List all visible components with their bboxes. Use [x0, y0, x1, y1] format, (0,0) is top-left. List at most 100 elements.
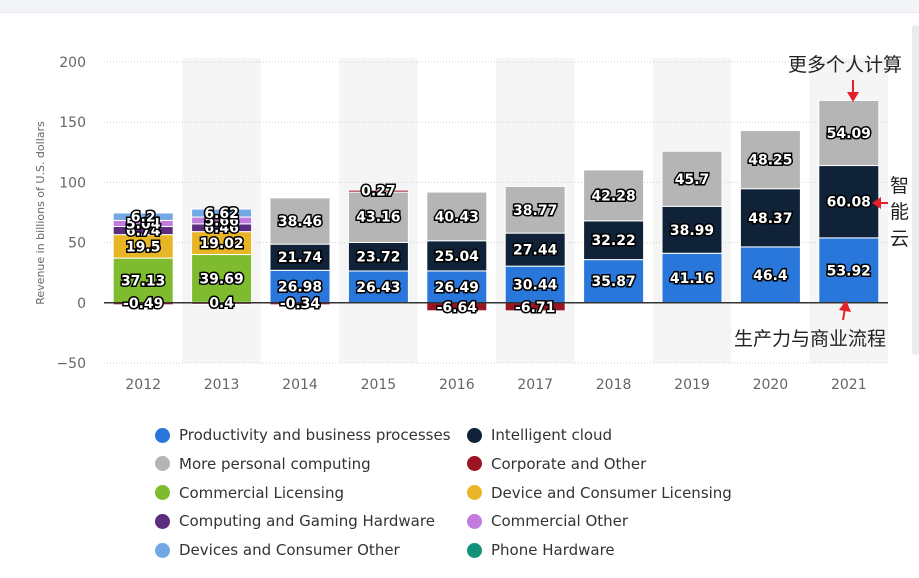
y-tick-label: −50: [56, 356, 86, 372]
data-label: 19.02: [199, 236, 243, 252]
data-label: 60.08: [827, 195, 871, 211]
legend-label: Intelligent cloud: [491, 426, 613, 444]
data-label: 46.4: [753, 268, 788, 284]
legend-label: More personal computing: [179, 454, 371, 473]
legend-label: Commercial Licensing: [179, 483, 344, 502]
x-tick-label: 2012: [125, 377, 161, 393]
bar-segment[interactable]: [504, 185, 566, 234]
legend-label: Devices and Consumer Other: [179, 541, 400, 560]
y-tick-label: 50: [68, 236, 86, 252]
legend-item[interactable]: Phone Hardware: [467, 539, 615, 561]
data-label: 43.16: [356, 209, 400, 225]
data-label: 40.43: [435, 209, 479, 225]
data-label: 0.4: [209, 296, 234, 312]
legend-label: Commercial Other: [491, 512, 629, 531]
x-tick-label: 2021: [831, 377, 867, 393]
legend-item[interactable]: Commercial Other: [467, 510, 628, 532]
annotation-intelligent-cloud-2: 能: [890, 201, 909, 223]
x-tick-label: 2016: [439, 377, 475, 393]
legend-label: Computing and Gaming Hardware: [179, 512, 435, 531]
data-label: 37.13: [121, 273, 165, 289]
data-label: 41.16: [670, 271, 714, 287]
data-label: 45.7: [675, 172, 710, 188]
data-label: 38.99: [670, 223, 714, 239]
axis-ticks: 200 150 100 50 0 −50 2012 2013 2014 2015 2016 2017 2…: [56, 55, 866, 393]
bar-segment[interactable]: [347, 189, 409, 193]
data-label: -0.49: [123, 296, 163, 312]
bar-segment[interactable]: [269, 269, 331, 304]
legend-marker: [155, 513, 170, 529]
data-label: 6.62: [204, 206, 239, 222]
bar-segment[interactable]: [661, 252, 723, 304]
legend-item[interactable]: Devices and Consumer Other: [155, 539, 400, 561]
legend-marker: [155, 456, 170, 472]
data-label: 53.92: [827, 263, 871, 279]
legend-marker: [155, 427, 170, 443]
legend-label: Productivity and business processes: [179, 426, 451, 444]
legend-item[interactable]: Commercial Licensing: [155, 482, 344, 504]
bar-segment[interactable]: [661, 150, 723, 207]
data-label: 23.72: [356, 250, 400, 266]
y-tick-label: 100: [59, 175, 86, 191]
legend-marker: [155, 542, 170, 558]
data-label: 48.25: [748, 153, 792, 169]
data-label: 48.37: [748, 211, 792, 227]
legend-marker: [467, 513, 482, 529]
top-bar: [0, 0, 919, 13]
data-label: 38.46: [278, 214, 322, 230]
x-tick-label: 2013: [204, 377, 240, 393]
legend-marker: [155, 485, 170, 501]
legend-item[interactable]: Corporate and Other: [467, 453, 646, 475]
legend-label: Device and Consumer Licensing: [491, 483, 732, 502]
data-label: 27.44: [513, 243, 558, 259]
legend-item[interactable]: Productivity and business processes: [155, 424, 451, 446]
annotation-productivity: 生产力与商业流程: [734, 328, 886, 350]
legend-marker: [467, 485, 482, 501]
x-tick-label: 2020: [753, 377, 789, 393]
data-label: -6.71: [515, 300, 555, 316]
bar-segment[interactable]: [583, 169, 645, 222]
x-tick-label: 2017: [517, 377, 553, 393]
data-label: 5.66: [204, 213, 239, 229]
bar-segment[interactable]: [112, 212, 174, 221]
x-tick-label: 2014: [282, 377, 318, 393]
data-label: 26.49: [435, 280, 479, 296]
arrow-icon: [839, 300, 851, 321]
data-label: 5.04: [126, 216, 161, 232]
data-label: 30.44: [513, 277, 558, 293]
y-tick-label: 150: [59, 115, 86, 131]
bar-segment[interactable]: [504, 232, 566, 267]
annotations: 更多个人计算 智 能 云 生产力与商业流程: [734, 54, 909, 350]
scrollbar[interactable]: [912, 25, 919, 355]
annotation-more-personal-computing: 更多个人计算: [788, 54, 902, 76]
data-label: 42.28: [591, 188, 635, 204]
bar-segment[interactable]: [739, 130, 801, 190]
bar-segment[interactable]: [269, 197, 331, 245]
bars: [112, 99, 880, 312]
legend-item[interactable]: Intelligent cloud: [467, 424, 612, 446]
bar-segment[interactable]: [661, 205, 723, 254]
annotation-intelligent-cloud-3: 云: [890, 228, 909, 250]
legend-marker: [467, 427, 482, 443]
bar-segment[interactable]: [818, 99, 880, 167]
data-label: 35.87: [591, 274, 635, 290]
legend-item[interactable]: More personal computing: [155, 453, 371, 475]
arrow-icon: [872, 197, 888, 209]
data-label: 6.2: [131, 210, 156, 226]
data-label: 39.69: [199, 271, 243, 287]
bar-segment[interactable]: [426, 270, 488, 304]
legend-item[interactable]: Device and Consumer Licensing: [467, 482, 732, 504]
data-label: 0.27: [361, 183, 396, 199]
bar-segment[interactable]: [583, 220, 645, 261]
bar-segment[interactable]: [191, 254, 253, 303]
x-tick-label: 2015: [361, 377, 397, 393]
bar-segment[interactable]: [191, 208, 253, 218]
stacked-bar-chart: -0.4937.1319.56.745.046.20.439.6919.026.…: [34, 54, 909, 393]
data-label: -6.64: [437, 300, 478, 316]
legend-item[interactable]: Computing and Gaming Hardware: [155, 510, 435, 532]
bar-segment[interactable]: [426, 240, 488, 272]
bar-segment[interactable]: [739, 188, 801, 248]
arrow-icon: [847, 80, 859, 102]
bar-segment[interactable]: [818, 165, 880, 239]
bar-segment[interactable]: [426, 191, 488, 242]
